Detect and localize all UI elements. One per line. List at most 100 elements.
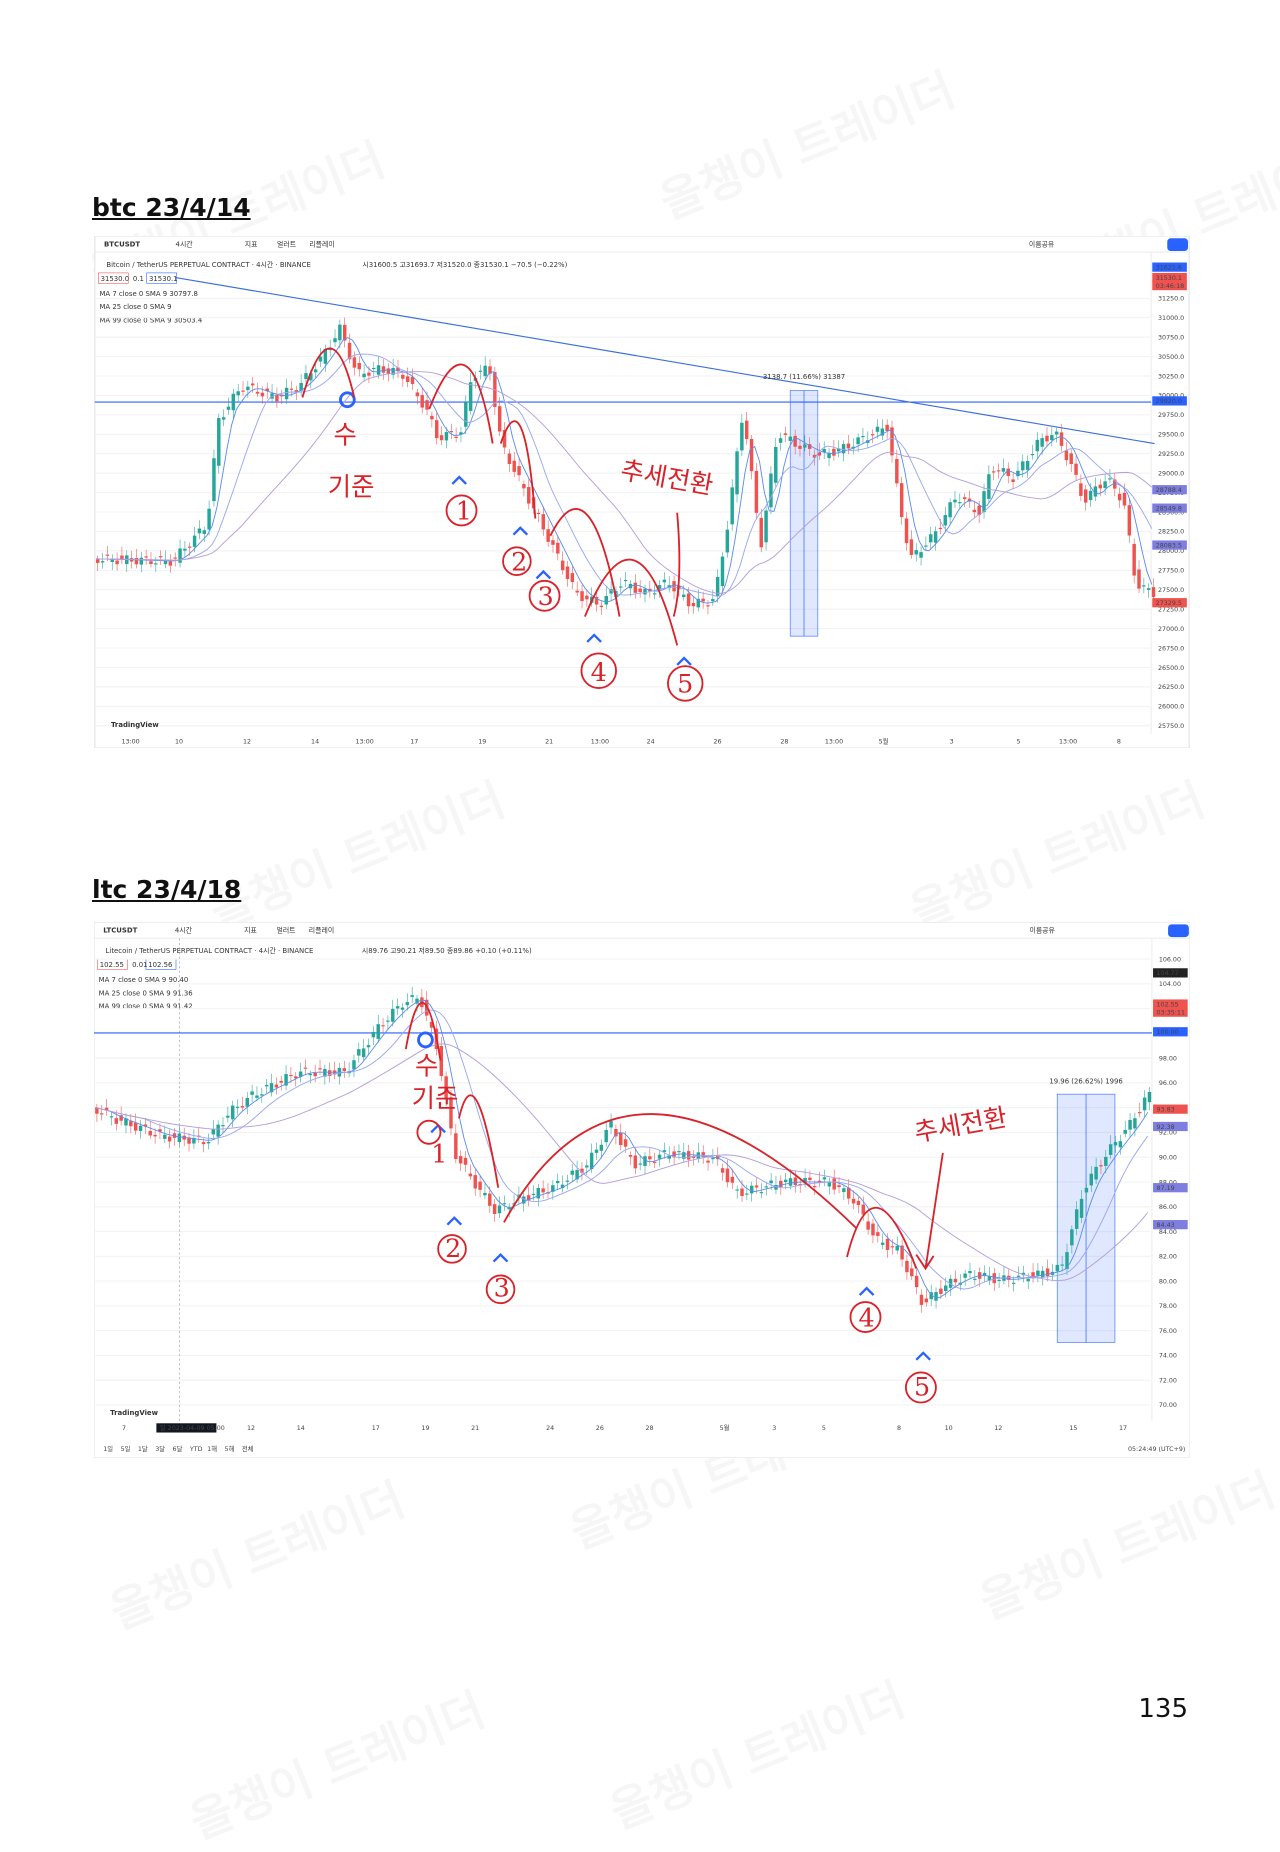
candle-body — [347, 342, 352, 360]
candle-body — [154, 563, 158, 565]
candle-body — [866, 1221, 870, 1230]
candle-body — [206, 1142, 211, 1144]
chart-title: Litecoin / TetherUS PERPETUAL CONTRACT ·… — [106, 946, 314, 955]
price-tag-bg — [1152, 280, 1187, 291]
candle-body — [202, 530, 206, 534]
candle-body — [1050, 435, 1054, 441]
candle-body — [836, 448, 841, 452]
time-label: 24 — [546, 1425, 554, 1432]
candle-body — [565, 1180, 570, 1182]
price-tag: 92.38 — [1157, 1124, 1175, 1131]
candle-body — [870, 434, 875, 436]
candle-body — [459, 432, 463, 435]
candle-body — [415, 998, 419, 1004]
toolbar-item: 지표 — [245, 239, 258, 248]
brand-logo: TradingView — [111, 721, 159, 729]
candle-body — [1011, 1282, 1016, 1284]
watermark: 올챙이 트레이더 — [899, 764, 1213, 942]
candle-body — [667, 1155, 671, 1159]
price-tag-bg — [1153, 1121, 1188, 1132]
candle-body — [536, 1188, 541, 1199]
candle-body — [764, 510, 768, 543]
candle-body — [133, 1122, 138, 1131]
clock: 05:24:49 (UTC+9) — [1128, 1446, 1185, 1453]
candle-body — [604, 595, 608, 605]
candle-body — [842, 1188, 846, 1192]
candle-body — [682, 594, 686, 598]
price-label: 28500.0 — [1158, 509, 1184, 516]
candle-body — [212, 458, 216, 502]
price-tag: 31530.1 — [1156, 275, 1182, 282]
candle-body — [648, 1156, 652, 1160]
candle-body — [803, 1177, 807, 1184]
candle-body — [1137, 569, 1141, 589]
candle-body — [144, 556, 148, 558]
trend-line — [175, 276, 1155, 445]
page-number: 135 — [1138, 1694, 1188, 1724]
candle-body — [381, 366, 386, 373]
candle-body — [696, 598, 701, 608]
candle-body — [134, 558, 139, 565]
candle-body — [435, 420, 439, 439]
candle-body — [488, 366, 492, 374]
candle-body — [357, 363, 361, 370]
candle-body — [148, 1130, 152, 1136]
candle-body — [246, 386, 250, 391]
candle-body — [362, 373, 366, 378]
toolbar-item: 얼러트 — [277, 239, 296, 248]
candle-body — [357, 1049, 361, 1056]
candle-body — [686, 1151, 691, 1160]
candle-body — [265, 388, 269, 392]
candle-body — [488, 1193, 492, 1206]
candle-body — [788, 1178, 793, 1186]
price-tag-bg — [1153, 1220, 1188, 1230]
candle-body — [143, 1124, 148, 1127]
candle-body — [391, 1008, 395, 1022]
price-label: 30000.0 — [1158, 393, 1184, 400]
candle-body — [1035, 439, 1040, 452]
candle-body — [221, 1125, 225, 1127]
candle-body — [483, 1192, 487, 1196]
candle-body — [575, 590, 579, 593]
price-label: 28000.0 — [1158, 548, 1184, 555]
candle-body — [1132, 543, 1136, 576]
price-tag: 28549.8 — [1156, 505, 1182, 512]
candle-body — [454, 436, 458, 438]
time-label: 12 — [247, 1425, 255, 1432]
candle-body — [1011, 479, 1015, 483]
price-label: 72.00 — [1159, 1377, 1177, 1384]
candle-body — [1103, 481, 1107, 488]
candle-body — [585, 1165, 589, 1168]
blue-caret — [858, 1286, 875, 1296]
candle-body — [609, 1121, 613, 1128]
candle-body — [376, 1024, 380, 1039]
toolbar-item: 리플레이 — [309, 239, 334, 248]
candle-body — [754, 470, 759, 513]
candle-body — [1123, 1129, 1127, 1134]
candle-body — [1026, 1278, 1030, 1282]
candle-body — [939, 1288, 943, 1294]
candle-body — [294, 390, 299, 393]
watermark: 올챙이 트레이더 — [99, 1464, 413, 1642]
candle-body — [943, 515, 948, 526]
blue-caret — [915, 1351, 931, 1361]
candle-body — [987, 1276, 992, 1281]
candle-body — [997, 1279, 1001, 1282]
indicator: MA 25 close 0 SMA 9 — [99, 303, 171, 311]
candle-body — [318, 1068, 322, 1070]
candle-body — [895, 458, 899, 484]
candle-body — [711, 599, 715, 602]
candle-body — [657, 1154, 662, 1159]
candle-body — [531, 1193, 536, 1196]
moving-average — [95, 353, 1153, 597]
candle-body — [871, 1223, 875, 1236]
candle-body — [1001, 468, 1006, 472]
candle-body — [473, 1175, 477, 1189]
candle-body — [914, 1275, 919, 1288]
candle-body — [623, 1139, 628, 1147]
handwritten-note: 기준 — [412, 1083, 459, 1113]
candle-body — [876, 1232, 880, 1236]
candle-body — [308, 1074, 313, 1076]
red-drawings — [301, 347, 704, 702]
price-tag-bg — [1152, 503, 1187, 513]
